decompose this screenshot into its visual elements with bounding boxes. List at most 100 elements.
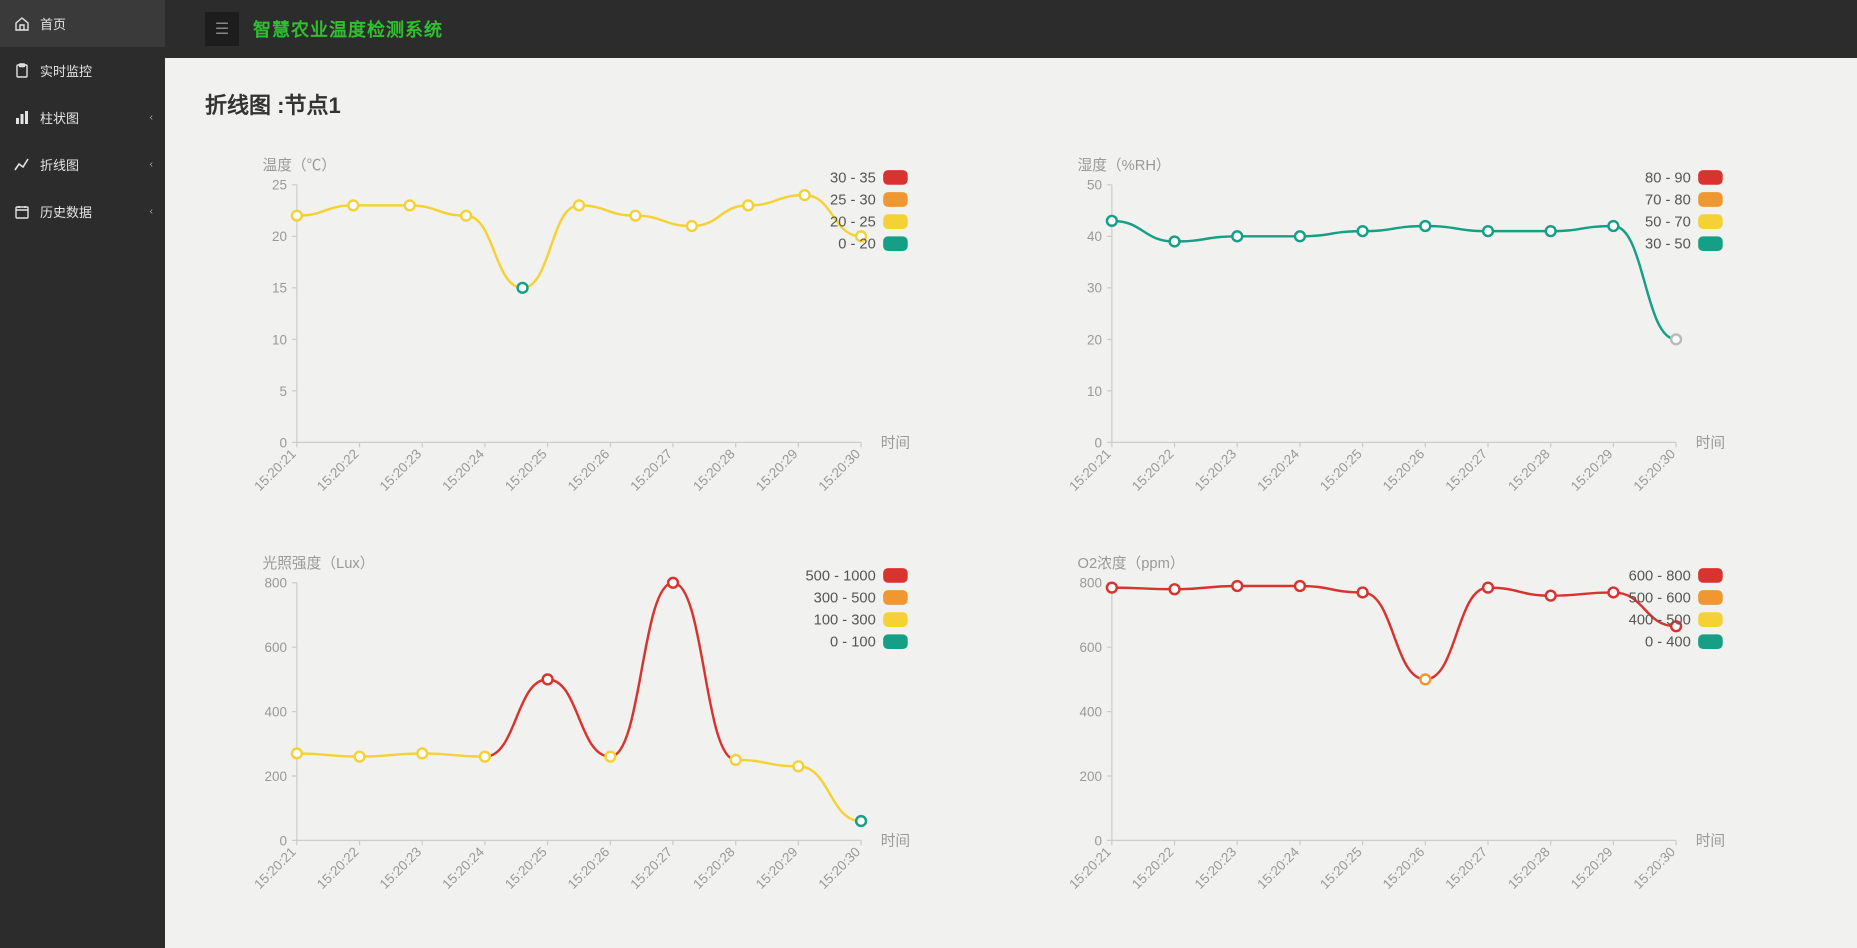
legend-swatch[interactable] bbox=[883, 170, 908, 185]
data-point[interactable] bbox=[1420, 674, 1430, 684]
legend-swatch[interactable] bbox=[883, 192, 908, 207]
sidebar-item-2[interactable]: 柱状图‹ bbox=[0, 94, 165, 141]
series-segment bbox=[673, 583, 736, 760]
series-segment bbox=[610, 583, 673, 757]
data-point[interactable] bbox=[1671, 334, 1681, 344]
data-point[interactable] bbox=[405, 200, 415, 210]
data-point[interactable] bbox=[1358, 226, 1368, 236]
home-icon bbox=[14, 16, 30, 32]
sidebar-item-0[interactable]: 首页 bbox=[0, 0, 165, 47]
x-tick-label: 15:20:27 bbox=[627, 446, 675, 494]
data-point[interactable] bbox=[668, 578, 678, 588]
legend-swatch[interactable] bbox=[1698, 612, 1723, 627]
data-point[interactable] bbox=[292, 211, 302, 221]
sidebar-item-3[interactable]: 折线图‹ bbox=[0, 141, 165, 188]
series-segment bbox=[798, 766, 861, 821]
data-point[interactable] bbox=[1420, 221, 1430, 231]
legend-swatch[interactable] bbox=[883, 568, 908, 583]
legend-swatch[interactable] bbox=[1698, 192, 1723, 207]
clipboard-icon bbox=[14, 63, 30, 79]
legend-label: 30 - 35 bbox=[830, 170, 876, 186]
data-point[interactable] bbox=[1358, 588, 1368, 598]
data-point[interactable] bbox=[1608, 221, 1618, 231]
y-tick-label: 400 bbox=[265, 704, 288, 719]
legend-label: 0 - 400 bbox=[1645, 635, 1691, 651]
data-point[interactable] bbox=[1107, 216, 1117, 226]
data-point[interactable] bbox=[518, 283, 528, 293]
x-tick-label: 15:20:29 bbox=[1568, 446, 1616, 494]
legend-swatch[interactable] bbox=[883, 214, 908, 229]
series-segment bbox=[1425, 226, 1488, 231]
series-segment bbox=[1175, 236, 1238, 241]
data-point[interactable] bbox=[1232, 581, 1242, 591]
data-point[interactable] bbox=[856, 816, 866, 826]
data-point[interactable] bbox=[1546, 226, 1556, 236]
data-point[interactable] bbox=[731, 755, 741, 765]
data-point[interactable] bbox=[348, 200, 358, 210]
data-point[interactable] bbox=[1546, 591, 1556, 601]
legend-label: 80 - 90 bbox=[1645, 170, 1691, 186]
legend-label: 100 - 300 bbox=[814, 612, 876, 628]
legend-label: 70 - 80 bbox=[1645, 192, 1691, 208]
x-tick-label: 15:20:22 bbox=[314, 446, 362, 494]
legend-swatch[interactable] bbox=[1698, 590, 1723, 605]
series-segment bbox=[297, 205, 353, 215]
legend-swatch[interactable] bbox=[1698, 214, 1723, 229]
x-tick-label: 15:20:26 bbox=[565, 446, 613, 494]
data-point[interactable] bbox=[1170, 584, 1180, 594]
chart-card-o2: O2浓度（ppm）020040060080015:20:2115:20:2215… bbox=[1020, 540, 1817, 920]
legend-swatch[interactable] bbox=[883, 590, 908, 605]
series-segment bbox=[1300, 586, 1363, 592]
data-point[interactable] bbox=[687, 221, 697, 231]
legend-swatch[interactable] bbox=[1698, 170, 1723, 185]
data-point[interactable] bbox=[1107, 583, 1117, 593]
data-point[interactable] bbox=[355, 752, 365, 762]
x-tick-label: 15:20:28 bbox=[690, 844, 738, 892]
sidebar-item-label: 实时监控 bbox=[40, 61, 92, 80]
line-icon bbox=[14, 157, 30, 173]
data-point[interactable] bbox=[1483, 583, 1493, 593]
series-segment bbox=[579, 205, 635, 215]
data-point[interactable] bbox=[1295, 581, 1305, 591]
data-point[interactable] bbox=[1295, 231, 1305, 241]
series-segment bbox=[692, 205, 748, 226]
legend-label: 0 - 100 bbox=[830, 635, 876, 651]
data-point[interactable] bbox=[793, 761, 803, 771]
legend-swatch[interactable] bbox=[883, 612, 908, 627]
data-point[interactable] bbox=[605, 752, 615, 762]
x-axis-title: 时间 bbox=[881, 434, 910, 451]
sidebar-item-label: 折线图 bbox=[40, 155, 79, 174]
data-point[interactable] bbox=[574, 200, 584, 210]
series-segment bbox=[635, 216, 691, 226]
data-point[interactable] bbox=[417, 749, 427, 759]
sidebar-item-label: 首页 bbox=[40, 14, 66, 33]
chart-humidity: 湿度（%RH）0102030405015:20:2115:20:2215:20:… bbox=[1026, 148, 1811, 516]
data-point[interactable] bbox=[1483, 226, 1493, 236]
sidebar-item-1[interactable]: 实时监控 bbox=[0, 47, 165, 94]
data-point[interactable] bbox=[1608, 588, 1618, 598]
sidebar-item-4[interactable]: 历史数据‹ bbox=[0, 188, 165, 235]
legend-swatch[interactable] bbox=[1698, 634, 1723, 649]
data-point[interactable] bbox=[480, 752, 490, 762]
legend-swatch[interactable] bbox=[883, 634, 908, 649]
data-point[interactable] bbox=[292, 749, 302, 759]
content: 折线图 :节点1 温度（℃）051015202515:20:2115:20:22… bbox=[165, 58, 1857, 948]
data-point[interactable] bbox=[743, 200, 753, 210]
data-point[interactable] bbox=[543, 674, 553, 684]
x-tick-label: 15:20:22 bbox=[314, 844, 362, 892]
y-tick-label: 600 bbox=[1080, 640, 1103, 655]
y-tick-label: 200 bbox=[1080, 769, 1103, 784]
data-point[interactable] bbox=[630, 211, 640, 221]
hamburger-button[interactable]: ☰ bbox=[205, 12, 239, 46]
legend-swatch[interactable] bbox=[1698, 568, 1723, 583]
chart-lux: 光照强度（Lux）020040060080015:20:2115:20:2215… bbox=[211, 546, 996, 914]
data-point[interactable] bbox=[1232, 231, 1242, 241]
series-segment bbox=[1175, 586, 1238, 589]
data-point[interactable] bbox=[1170, 237, 1180, 247]
history-icon bbox=[14, 204, 30, 220]
data-point[interactable] bbox=[800, 190, 810, 200]
legend-swatch[interactable] bbox=[1698, 236, 1723, 251]
legend-swatch[interactable] bbox=[883, 236, 908, 251]
data-point[interactable] bbox=[461, 211, 471, 221]
x-tick-label: 15:20:29 bbox=[1568, 844, 1616, 892]
